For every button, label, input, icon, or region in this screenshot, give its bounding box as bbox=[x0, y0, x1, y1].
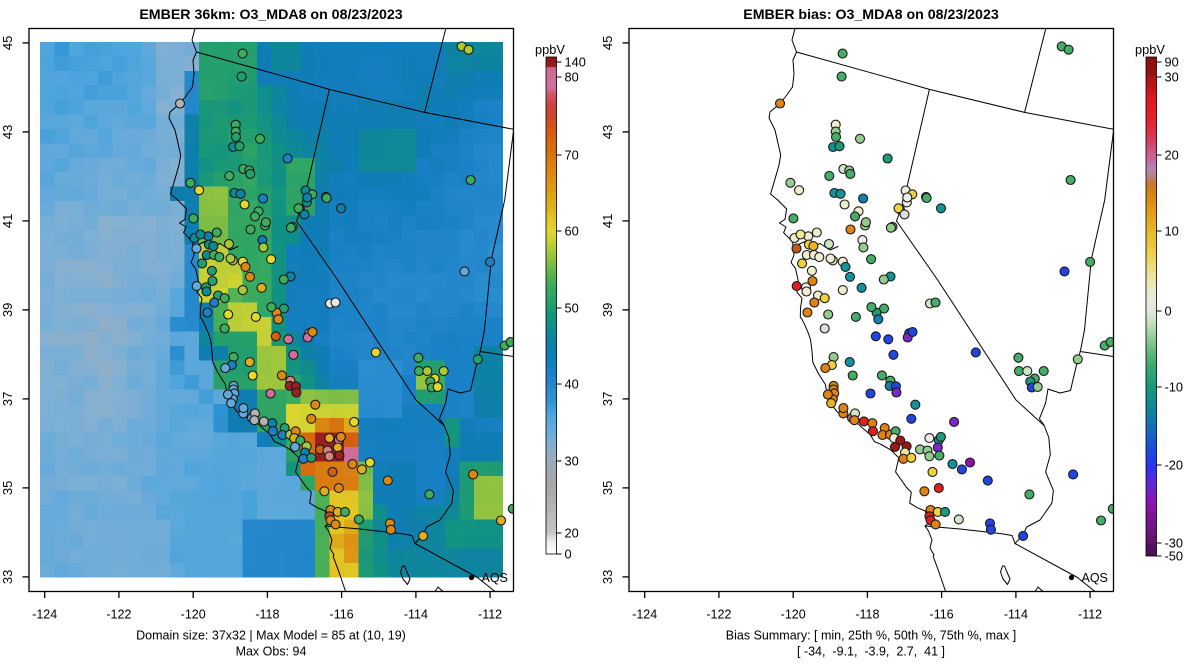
svg-text:33: 33 bbox=[600, 570, 615, 584]
svg-text:30: 30 bbox=[1165, 70, 1179, 85]
svg-text:41: 41 bbox=[0, 214, 15, 228]
svg-text:-116: -116 bbox=[930, 608, 954, 622]
svg-text:Max Obs: 94: Max Obs: 94 bbox=[236, 645, 307, 659]
svg-text:-10: -10 bbox=[1165, 380, 1184, 395]
svg-text:-122: -122 bbox=[106, 608, 131, 622]
svg-text:-120: -120 bbox=[781, 608, 806, 622]
svg-text:-112: -112 bbox=[478, 608, 502, 622]
svg-text:45: 45 bbox=[0, 36, 15, 50]
svg-text:0: 0 bbox=[1165, 304, 1172, 319]
svg-text:35: 35 bbox=[0, 481, 15, 495]
svg-text:-120: -120 bbox=[181, 608, 206, 622]
svg-text:43: 43 bbox=[600, 125, 615, 139]
svg-text:90: 90 bbox=[1165, 55, 1179, 70]
svg-text:-118: -118 bbox=[255, 608, 279, 622]
svg-text:20: 20 bbox=[1165, 148, 1179, 163]
svg-text:10: 10 bbox=[1165, 224, 1179, 239]
svg-text:EMBER bias: O3_MDA8 on 08/23/2: EMBER bias: O3_MDA8 on 08/23/2023 bbox=[743, 7, 999, 23]
svg-text:20: 20 bbox=[565, 526, 579, 541]
svg-text:-112: -112 bbox=[1078, 608, 1102, 622]
svg-text:-30: -30 bbox=[1165, 536, 1184, 551]
svg-text:33: 33 bbox=[0, 570, 15, 584]
svg-text:-20: -20 bbox=[1165, 458, 1184, 473]
svg-text:-116: -116 bbox=[330, 608, 354, 622]
svg-text:-122: -122 bbox=[706, 608, 731, 622]
svg-text:-114: -114 bbox=[1004, 608, 1028, 622]
svg-text:ppbV: ppbV bbox=[1135, 42, 1165, 57]
svg-text:-118: -118 bbox=[855, 608, 879, 622]
svg-text:-124: -124 bbox=[632, 608, 657, 622]
svg-text:50: 50 bbox=[565, 301, 579, 316]
svg-text:43: 43 bbox=[0, 125, 15, 139]
svg-text:37: 37 bbox=[600, 392, 615, 406]
svg-text:0: 0 bbox=[565, 547, 572, 562]
svg-text:39: 39 bbox=[0, 303, 15, 317]
svg-text:70: 70 bbox=[565, 148, 579, 163]
svg-text:ppbV: ppbV bbox=[535, 42, 565, 57]
svg-text:[ -34, -9.1, -3.9, 2.7, 41: [ -34, -9.1, -3.9, 2.7, 41 ] bbox=[797, 645, 945, 659]
svg-text:41: 41 bbox=[600, 214, 615, 228]
svg-text:-124: -124 bbox=[32, 608, 57, 622]
svg-text:30: 30 bbox=[565, 454, 579, 469]
svg-text:37: 37 bbox=[0, 392, 15, 406]
svg-text:AQS: AQS bbox=[1082, 571, 1108, 585]
svg-text:Bias Summary: [ min, 25th %, 5: Bias Summary: [ min, 25th %, 50th %, 75t… bbox=[726, 629, 1016, 643]
svg-text:45: 45 bbox=[600, 36, 615, 50]
svg-text:40: 40 bbox=[565, 377, 579, 392]
svg-text:39: 39 bbox=[600, 303, 615, 317]
svg-text:60: 60 bbox=[565, 224, 579, 239]
svg-text:140: 140 bbox=[565, 55, 586, 70]
svg-text:Domain size: 37x32 | Max Model: Domain size: 37x32 | Max Model = 85 at (… bbox=[136, 629, 406, 643]
svg-text:EMBER 36km: O3_MDA8 on 08/23/2: EMBER 36km: O3_MDA8 on 08/23/2023 bbox=[139, 7, 402, 23]
svg-text:-50: -50 bbox=[1165, 549, 1184, 564]
svg-text:35: 35 bbox=[600, 481, 615, 495]
svg-text:80: 80 bbox=[565, 70, 579, 85]
svg-text:AQS: AQS bbox=[482, 571, 508, 585]
svg-text:-114: -114 bbox=[404, 608, 428, 622]
